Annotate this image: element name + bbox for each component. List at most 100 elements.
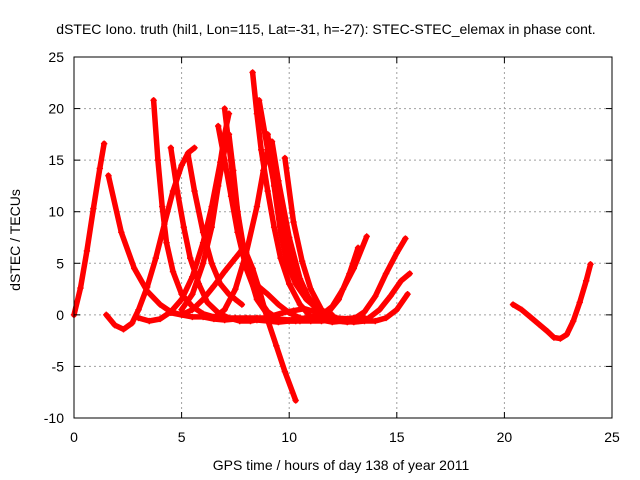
data-point (135, 314, 142, 322)
series-line (510, 261, 594, 342)
data-point (509, 301, 517, 308)
data-point (234, 208, 241, 215)
data-point (255, 97, 263, 104)
series-line (71, 140, 107, 318)
data-point (260, 167, 267, 174)
data-point (253, 293, 261, 300)
data-point (103, 311, 110, 319)
data-point (238, 301, 246, 308)
data-point (221, 156, 228, 164)
series-8 (184, 151, 246, 308)
data-point (225, 141, 233, 148)
data-point (406, 270, 413, 277)
data-point (365, 314, 373, 322)
data-point (296, 314, 304, 322)
data-point (582, 277, 590, 285)
data-point (270, 182, 278, 190)
data-point (307, 285, 314, 293)
data-point (178, 306, 185, 313)
data-point (286, 280, 293, 288)
data-point (118, 229, 125, 236)
data-point (275, 301, 282, 308)
data-point (143, 283, 151, 291)
y-axis-label: dSTEC / TECUs (7, 189, 23, 291)
data-point (372, 293, 379, 300)
data-point (242, 249, 250, 257)
data-point (350, 315, 357, 323)
data-point (199, 229, 207, 236)
data-point (318, 306, 325, 313)
data-point (221, 105, 228, 112)
data-point (249, 275, 256, 282)
data-point (544, 328, 551, 335)
data-point (281, 368, 289, 375)
data-point (131, 265, 138, 272)
series-7 (167, 246, 299, 404)
data-point (393, 249, 400, 257)
data-point (275, 315, 282, 323)
chart-title: dSTEC Iono. truth (hil1, Lon=115, Lat=-3… (56, 21, 595, 37)
data-point (135, 306, 142, 313)
data-point (163, 239, 170, 246)
data-point (281, 154, 289, 162)
data-point (264, 308, 271, 315)
data-point (191, 187, 198, 195)
y-tick-label: 5 (56, 255, 64, 271)
y-tick-label: 20 (48, 101, 64, 117)
data-point (372, 317, 379, 325)
data-point (174, 187, 181, 195)
data-point (128, 319, 136, 327)
data-point (210, 282, 218, 290)
data-point (363, 233, 370, 240)
series-line (264, 131, 361, 316)
data-point (199, 296, 207, 303)
data-point (298, 258, 306, 265)
data-point (184, 151, 192, 159)
data-point (393, 306, 400, 313)
data-point (156, 301, 164, 308)
data-point (154, 156, 162, 164)
data-point (156, 315, 164, 323)
data-point (159, 203, 166, 210)
data-point (169, 268, 177, 275)
x-tick-label: 20 (497, 429, 513, 445)
grid (74, 57, 612, 418)
data-point (329, 314, 336, 322)
data-point (199, 260, 207, 267)
data-point (214, 122, 222, 130)
data-point (264, 187, 271, 195)
data-point (296, 301, 304, 308)
x-tick-label: 10 (281, 429, 297, 445)
plot-frame (73, 56, 613, 419)
data-point (120, 326, 127, 333)
data-point (563, 331, 571, 338)
series-line (185, 152, 245, 308)
data-point (570, 317, 577, 325)
data-point (376, 306, 383, 313)
data-point (283, 260, 291, 267)
data-point (178, 296, 185, 303)
x-tick-label: 25 (604, 429, 620, 445)
y-tick-label: 0 (56, 307, 64, 323)
series-16 (281, 154, 409, 324)
data-point (167, 144, 175, 151)
axis-ticks: 0 5 10 15 20 25 -10 -5 0 5 10 15 20 25 (44, 49, 620, 445)
data-point (361, 308, 368, 315)
data-point (277, 229, 284, 236)
data-point (286, 309, 293, 316)
plot-area (70, 69, 594, 404)
data-point (273, 342, 280, 349)
data-point (292, 280, 299, 288)
data-point (221, 306, 228, 313)
y-tick-label: 15 (48, 152, 64, 168)
data-point (275, 177, 282, 184)
data-point (587, 261, 594, 268)
y-tick-label: 10 (48, 204, 64, 220)
data-point (255, 283, 263, 291)
data-point (187, 254, 194, 262)
data-point (111, 321, 119, 329)
data-point (152, 254, 159, 262)
data-point (100, 140, 108, 147)
x-tick-label: 5 (178, 429, 186, 445)
data-point (307, 313, 314, 321)
